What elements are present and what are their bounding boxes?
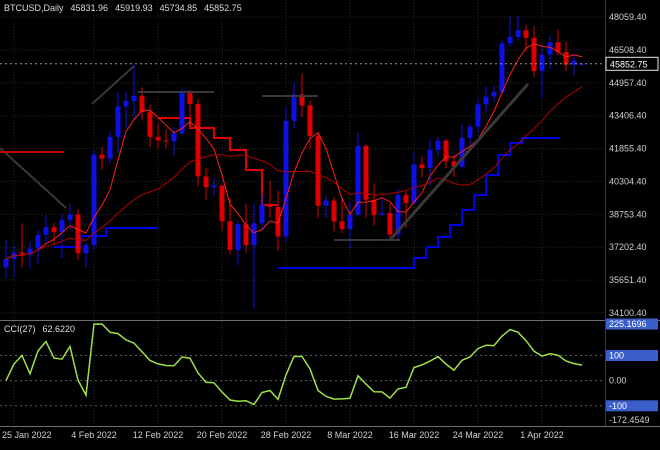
- time-axis-label: 12 Feb 2022: [133, 430, 184, 440]
- price-axis-label: 40304.40: [609, 176, 647, 186]
- time-axis-label: 1 Apr 2022: [520, 430, 564, 440]
- price-axis-label: 34100.40: [609, 308, 647, 318]
- cci-level-badge: [606, 350, 658, 361]
- price-axis-label: 48059.40: [609, 12, 647, 22]
- price-axis-label: 44957.40: [609, 78, 647, 88]
- cci-zero-label: 0.00: [609, 376, 627, 386]
- price-axis-label: 43406.40: [609, 111, 647, 121]
- moving-averages: [5, 43, 583, 260]
- time-axis-label: 8 Mar 2022: [327, 430, 373, 440]
- time-axis-label: 25 Jan 2022: [2, 430, 52, 440]
- price-axis-label: 41855.40: [609, 144, 647, 154]
- svg-text:100: 100: [609, 351, 624, 361]
- cci-min-label: -172.4549: [609, 415, 650, 425]
- pane-separators: [0, 0, 660, 427]
- time-axis-label: 4 Feb 2022: [71, 430, 117, 440]
- time-axis-label: 20 Feb 2022: [197, 430, 248, 440]
- trend-stop-lines: [54, 117, 560, 269]
- current-price-badge-label: 45852.75: [610, 59, 648, 69]
- current-price-badge: [605, 56, 659, 71]
- time-axis-label: 24 Mar 2022: [453, 430, 504, 440]
- time-axis[interactable]: 25 Jan 2022 4 Feb 2022 12 Feb 2022 20 Feb 2…: [2, 430, 564, 440]
- time-axis-label: 16 Mar 2022: [389, 430, 440, 440]
- time-axis-label: 28 Feb 2022: [261, 430, 312, 440]
- cci-pane: [0, 323, 605, 407]
- candles: [3, 15, 585, 309]
- price-axis-label: 38753.40: [609, 209, 647, 219]
- price-axis-label: 35651.40: [609, 275, 647, 285]
- price-axis-label: 46508.40: [609, 45, 647, 55]
- cci-level-badge: [606, 400, 658, 412]
- cci-axis: 225.1696 100 0.00 -100 -172.4549: [606, 318, 658, 425]
- price-axis[interactable]: 48059.40 46508.40 44957.40 43406.40 41855.40…: [605, 12, 659, 318]
- cci-max-badge: [606, 318, 658, 330]
- price-axis-label: 37202.40: [609, 242, 647, 252]
- svg-text:225.1696: 225.1696: [609, 319, 647, 329]
- svg-text:-100: -100: [609, 401, 627, 411]
- cci-line: [5, 323, 583, 406]
- drawn-trendlines[interactable]: [0, 65, 530, 241]
